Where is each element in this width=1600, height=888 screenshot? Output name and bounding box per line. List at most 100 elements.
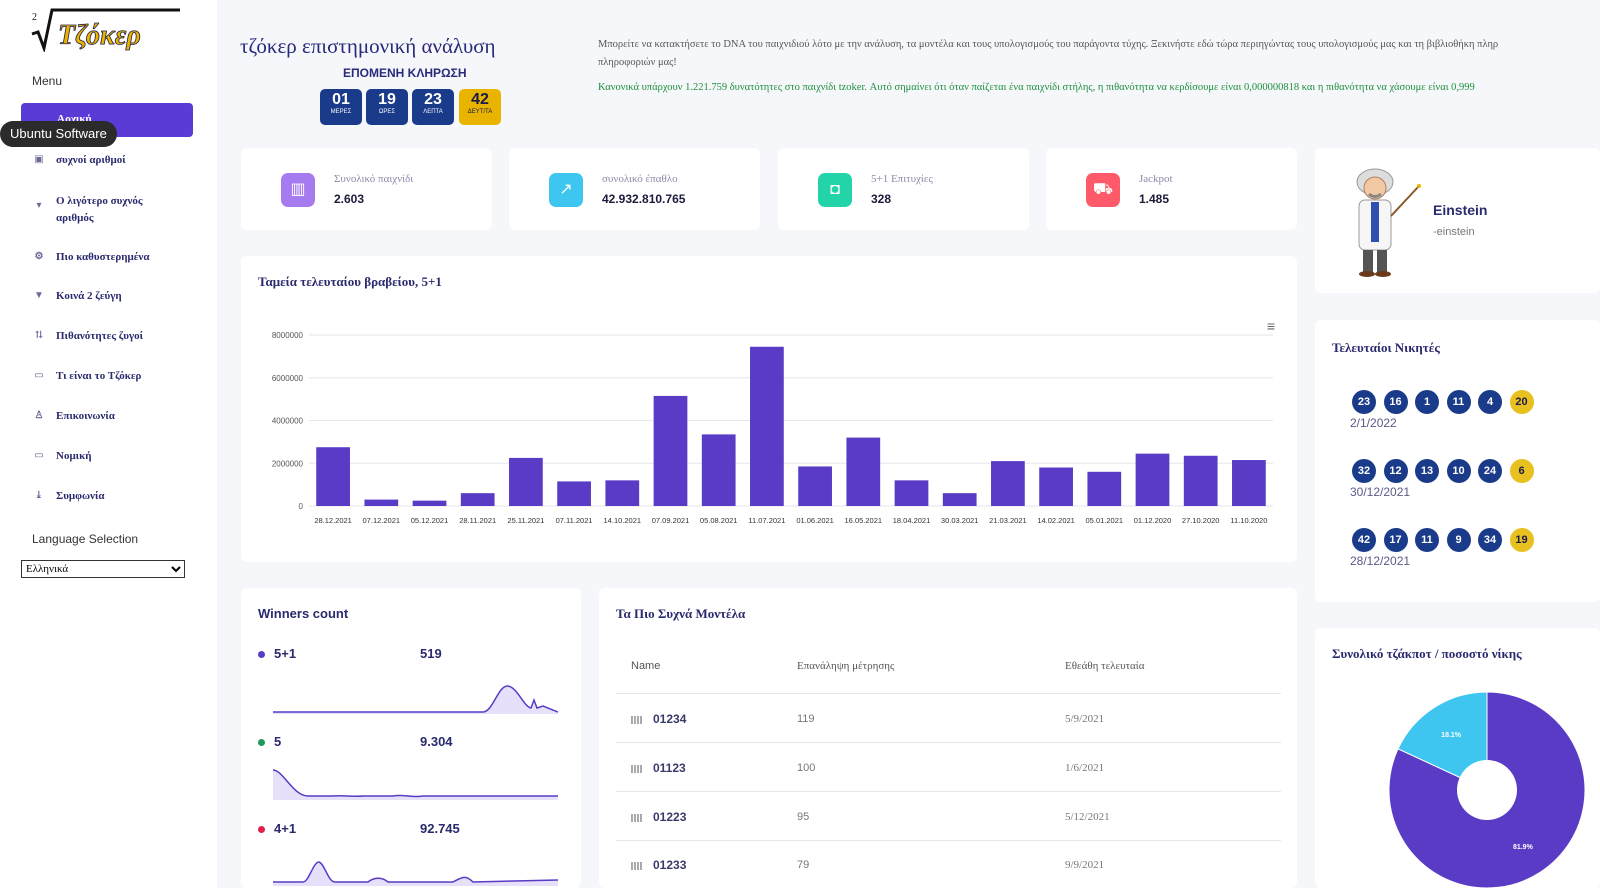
sidebar-item-legal[interactable]: ▭ Νομική [32, 450, 202, 462]
y-tick-label: 0 [299, 502, 304, 511]
winners-value: 519 [420, 646, 442, 661]
sidebar-item-agreement[interactable]: ⤓ Συμφωνία [32, 490, 202, 502]
filter-icon: ▼ [34, 290, 44, 301]
profile-subtitle: -einstein [1433, 226, 1475, 238]
x-tick-label: 18.04.2021 [893, 516, 931, 525]
sidebar-item-odds[interactable]: ⇅ Πιθανότητες ζυγοί [32, 330, 202, 342]
sidebar-item-about[interactable]: ▭ Τι είναι το Τζόκερ [32, 370, 202, 382]
winners-label: 4+1 [274, 821, 297, 836]
column-header-last: Εθεάθη τελευταία [1065, 660, 1145, 672]
bar [798, 466, 832, 506]
table-row-count: 79 [797, 859, 810, 871]
sidebar-item-delayed[interactable]: ⚙ Πιο καθυστερημένα [32, 251, 202, 263]
model-name: 01234 [653, 712, 687, 726]
logo-text: Τζόκερ [58, 20, 141, 51]
sidebar-item-label: Πιθανότητες ζυγοί [56, 330, 144, 342]
language-select[interactable]: Ελληνικά [21, 560, 185, 578]
countdown-value: 19 [378, 91, 396, 108]
sparkline-4plus1 [273, 861, 558, 886]
y-tick-label: 2000000 [272, 459, 304, 468]
ball-number: 10 [1446, 459, 1471, 483]
table-row-name: 01234 [631, 712, 686, 726]
bar [846, 437, 881, 506]
sidebar-item-label: Πιο καθυστερημένα [56, 251, 150, 263]
sidebar-item-label: Κοινά 2 ζεύγη [56, 290, 122, 302]
countdown-value: 01 [332, 91, 350, 108]
y-tick-label: 8000000 [272, 331, 304, 340]
bar [316, 447, 350, 506]
logo[interactable]: 2 Τζόκερ [30, 6, 180, 54]
x-tick-label: 14.10.2021 [604, 516, 642, 525]
calendar-icon: ▣ [34, 154, 44, 165]
gear-icon: ⚙ [34, 251, 44, 262]
bar [1183, 455, 1218, 506]
pie-label: 18.1% [1441, 732, 1462, 739]
sort-icon: ⇅ [34, 330, 44, 341]
user-icon: ♙ [34, 410, 44, 421]
sidebar-item-pairs[interactable]: ▼ Κοινά 2 ζεύγη [32, 290, 202, 302]
bar [509, 457, 543, 506]
bar-chart: 8000000 6000000 4000000 2000000 0 28.12.2021 0… [272, 331, 1273, 525]
stat-value: 2.603 [334, 192, 365, 206]
y-tick-label: 6000000 [272, 374, 304, 383]
pie-chart: 81.9% 18.1% [1388, 691, 1586, 888]
x-tick-label: 05.12.2021 [411, 516, 449, 525]
ball-number: 12 [1383, 459, 1408, 483]
joker-ball: 19 [1509, 528, 1534, 552]
sidebar-item-label: Τι είναι το Τζόκερ [56, 370, 142, 382]
stat-label: 5+1 Επιτυχίες [871, 173, 933, 185]
jackpot-pie-card: Συνολικό τζάκποτ / ποσοστό νίκης 81.9% 18… [1315, 628, 1600, 888]
sidebar-item-least-frequent[interactable]: ▾ Ο λιγότερο συχνός αριθμός [32, 193, 202, 227]
x-tick-label: 01.12.2020 [1134, 516, 1172, 525]
x-tick-label: 11.10.2020 [1230, 516, 1267, 525]
joker-ball: 20 [1509, 390, 1534, 414]
countdown-hours: 19 ΩΡΕΣ [366, 89, 408, 125]
bar [1135, 453, 1170, 506]
x-tick-label: 07.12.2021 [363, 516, 401, 525]
model-name: 01223 [653, 810, 687, 824]
table-row-name: 01223 [631, 810, 686, 824]
menu-icon[interactable]: ≡ [1266, 318, 1275, 334]
bar [557, 481, 591, 506]
sidebar-item-label: Συμφωνία [56, 490, 105, 502]
x-tick-label: 16.05.2021 [845, 516, 883, 525]
pie-title: Συνολικό τζάκποτ / ποσοστό νίκης [1332, 646, 1522, 661]
chart-title: Ταμεία τελευταίου βραβείου, 5+1 [258, 274, 442, 289]
sidebar-item-contact[interactable]: ♙ Επικοινωνία [32, 410, 202, 422]
table-row-last: 9/9/2021 [1065, 859, 1105, 871]
einstein-avatar [1356, 168, 1421, 277]
last-winners-title: Τελευταίοι Νικητές [1332, 340, 1440, 355]
ball-number: 42 [1352, 528, 1376, 552]
table-row-count: 95 [797, 811, 810, 823]
winners-label: 5+1 [274, 646, 297, 661]
stat-label: συνολικό έπαθλο [602, 173, 678, 185]
draw-date: 30/12/2021 [1350, 485, 1411, 499]
sparkline-5 [273, 769, 558, 800]
stat-value: 1.485 [1139, 192, 1170, 206]
winners-title: Winners count [258, 606, 349, 621]
drag-handle-icon [631, 715, 643, 724]
profile-name: Einstein [1433, 202, 1488, 218]
pie-label: 81.9% [1513, 844, 1534, 851]
sidebar-item-frequent[interactable]: ▣ συχνοί αριθμοί [32, 154, 202, 166]
download-icon: ⤓ [34, 490, 44, 501]
cart-icon: ⛟ [1086, 173, 1120, 207]
bar [1039, 467, 1073, 506]
table-row-last: 5/12/2021 [1065, 811, 1110, 823]
pie-slice [1397, 691, 1488, 791]
winners-row-5plus1: 5+1 519 [258, 646, 442, 661]
ball-number: 17 [1383, 528, 1408, 552]
bar [653, 395, 688, 506]
sparkline-5plus1 [273, 685, 558, 714]
countdown-label: ΔΕΥΤ/ΤΑ [467, 109, 493, 115]
trend-icon: ↗ [549, 173, 583, 207]
column-header-count: Επανάληψη μέτρησης [797, 660, 895, 672]
stat-card-winners: ◘ 5+1 Επιτυχίες 328 [778, 148, 1029, 230]
bar [605, 480, 640, 506]
x-tick-label: 11.07.2021 [748, 516, 785, 525]
legend-dot [258, 826, 265, 834]
winners-row-5: 5 9.304 [258, 734, 453, 749]
chevron-down-icon: ▾ [36, 200, 42, 211]
countdown-label: ΜΕΡΕΣ [330, 109, 352, 115]
ball-number: 23 [1352, 390, 1376, 414]
